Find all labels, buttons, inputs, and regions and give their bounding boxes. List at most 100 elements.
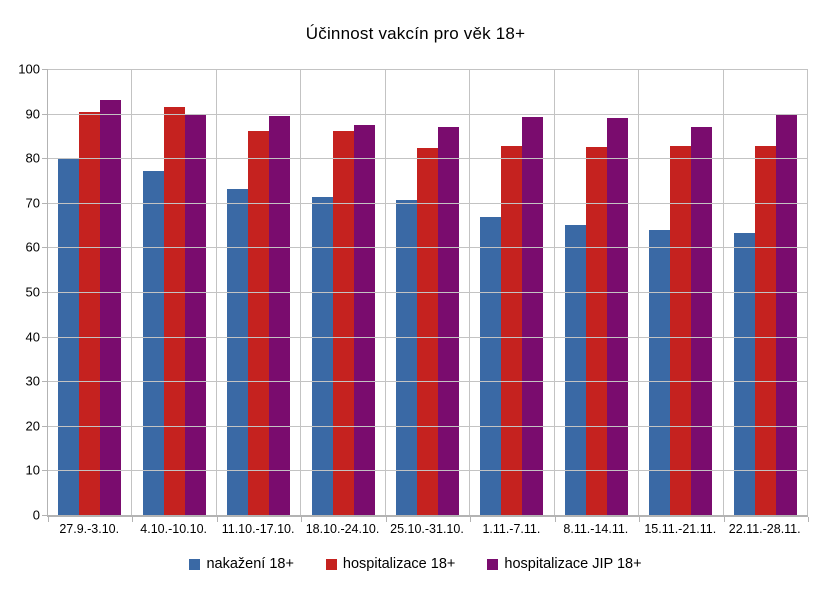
y-axis-tick [42, 292, 47, 293]
x-axis-tick [808, 517, 809, 522]
y-axis-tick-label: 100 [18, 61, 40, 77]
h-gridline [48, 425, 808, 427]
legend-label: hospitalizace JIP 18+ [504, 556, 642, 572]
x-axis-label: 4.10.-10.10. [140, 522, 208, 536]
h-gridline [48, 336, 808, 338]
x-axis-tick [639, 517, 641, 522]
bar [754, 146, 776, 515]
bar-group [217, 69, 302, 515]
x-axis-tick [385, 517, 387, 522]
y-axis-tick [42, 247, 47, 249]
x-axis-label: 18.10.-24.10. [305, 522, 380, 536]
legend-item: hospitalizace JIP 18+ [487, 556, 642, 572]
y-axis-tick [42, 470, 47, 472]
y-axis-tick-label: 60 [25, 239, 40, 255]
x-axis-tick [216, 517, 218, 522]
bar [437, 126, 459, 515]
legend-label: nakažení 18+ [206, 556, 294, 572]
bar [501, 146, 523, 515]
bar [311, 197, 333, 515]
legend-item: hospitalizace 18+ [325, 556, 456, 572]
bar [184, 113, 206, 515]
y-axis-tick [42, 69, 47, 70]
h-gridline [48, 202, 808, 204]
y-axis-tick-label: 30 [25, 373, 40, 389]
legend-swatch-icon [189, 558, 201, 570]
bar [649, 229, 671, 515]
bar [775, 114, 797, 515]
y-axis-tick-label: 70 [25, 195, 40, 211]
h-gridline [48, 69, 808, 70]
legend-label: hospitalizace 18+ [342, 556, 456, 572]
bar-groups [48, 69, 808, 515]
x-axis-label: 27.9.-3.10. [59, 522, 120, 536]
bar [395, 200, 417, 515]
bar [480, 217, 502, 515]
x-axis-tick [470, 517, 472, 522]
bar [564, 225, 586, 515]
y-axis-tick-label: 40 [25, 329, 40, 345]
legend-swatch-icon [487, 558, 499, 570]
x-axis-label: 15.11.-21.11. [644, 522, 717, 536]
x-axis-tick [723, 517, 725, 522]
bar [248, 131, 270, 515]
plot-area [42, 69, 809, 522]
bar [691, 126, 713, 515]
y-axis-tick [42, 336, 47, 338]
bar [670, 146, 692, 515]
bar [227, 189, 249, 515]
bar [142, 170, 164, 515]
bar-group [555, 69, 640, 515]
chart-title: Účinnost vakcín pro věk 18+ [305, 24, 526, 43]
x-axis-label: 8.11.-14.11. [563, 522, 629, 536]
y-axis-tick-label: 90 [25, 106, 40, 122]
y-axis-tick [42, 158, 47, 160]
h-gridline [48, 247, 808, 249]
x-axis-label: 25.10.-31.10. [390, 522, 464, 536]
h-gridline [48, 292, 808, 293]
h-gridline [48, 381, 808, 383]
y-axis-tick [42, 113, 47, 115]
y-axis-tick-label: 20 [25, 418, 40, 434]
y-axis-tick-label: 50 [25, 284, 40, 300]
bar-group [639, 69, 724, 515]
bar [606, 118, 628, 515]
y-axis-tick [42, 202, 47, 204]
y-axis-tick [42, 515, 47, 516]
bar [79, 112, 101, 515]
x-axis-tick [554, 517, 556, 522]
y-axis-tick-label: 0 [32, 507, 40, 523]
y-axis-tick-label: 80 [25, 150, 40, 166]
x-axis-label: 22.11.-28.11. [728, 522, 801, 536]
x-axis-labels: 27.9.-3.10. 4.10.-10.10. 11.10.-17.10. 18.1… [47, 522, 807, 536]
bar [100, 100, 122, 515]
bar [163, 107, 185, 515]
h-gridline [48, 470, 808, 472]
bar [332, 131, 354, 515]
bar [416, 147, 438, 515]
h-gridline [48, 158, 808, 160]
h-gridline [48, 113, 808, 115]
bar-group [386, 69, 471, 515]
legend-item: nakažení 18+ [189, 556, 294, 572]
bar-group [301, 69, 386, 515]
y-axis-labels: 0 10 20 30 40 50 60 70 80 90 100 [0, 62, 40, 523]
legend-swatch-icon [325, 558, 337, 570]
bar [269, 115, 291, 515]
bar-group [470, 69, 555, 515]
x-axis-label: 11.10.-17.10. [221, 522, 295, 536]
bar [522, 116, 544, 515]
x-axis-tick [48, 517, 49, 522]
bar [585, 147, 607, 515]
y-axis-tick-label: 10 [25, 462, 40, 478]
legend: nakažení 18+ hospitalizace 18+ hospitaliza… [0, 556, 831, 572]
y-axis-tick [42, 425, 47, 427]
bar [353, 124, 375, 515]
bar-group [724, 69, 808, 515]
x-axis-tick [132, 517, 134, 522]
bar [733, 232, 755, 515]
x-axis-label: 1.11.-7.11. [482, 522, 541, 536]
y-axis-tick [42, 381, 47, 383]
x-axis-tick [301, 517, 303, 522]
